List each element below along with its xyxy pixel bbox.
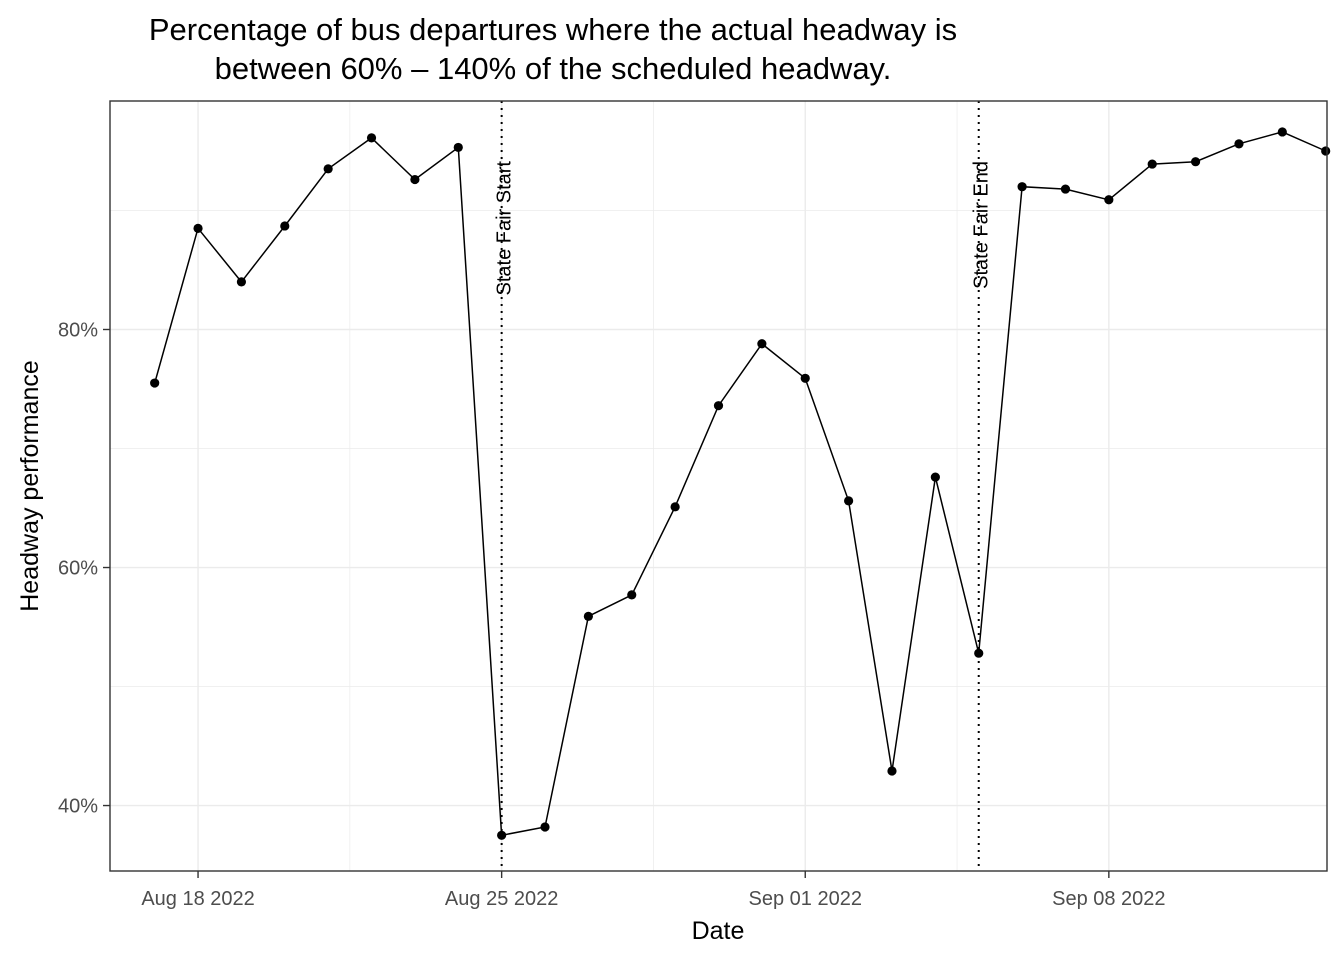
data-point-24 — [1190, 157, 1201, 167]
y-axis-title: Headway performance — [16, 360, 44, 612]
data-point-19 — [974, 648, 984, 658]
data-point-6 — [410, 174, 420, 185]
x-tick-label-0: Aug 18 2022 — [141, 888, 254, 910]
data-point-7 — [453, 142, 463, 153]
data-point-3 — [280, 221, 290, 231]
x-tick-label-3: Sep 08 2022 — [1052, 888, 1165, 910]
chart-title-line-2: between 60% – 140% of the scheduled head… — [215, 51, 892, 86]
data-point-17 — [887, 766, 897, 776]
data-point-26 — [1277, 127, 1287, 137]
data-point-5 — [366, 133, 377, 143]
data-point-9 — [540, 822, 550, 832]
data-point-22 — [1104, 195, 1114, 205]
data-point-13 — [713, 401, 724, 411]
data-point-10 — [583, 611, 593, 621]
chart-title-line-1: Percentage of bus departures where the a… — [149, 12, 957, 47]
annotation-label-1: State Fair End — [971, 161, 993, 289]
data-point-14 — [757, 339, 767, 349]
data-point-16 — [844, 496, 854, 506]
data-point-2 — [236, 277, 247, 287]
series-line — [153, 131, 1327, 837]
annotations: State Fair Start State Fair End — [494, 101, 993, 871]
data-point-11 — [627, 590, 637, 600]
data-point-23 — [1147, 159, 1157, 169]
data-point-25 — [1234, 139, 1244, 149]
plot-panel-border — [109, 100, 1328, 872]
annotation-label-0: State Fair Start — [494, 161, 516, 296]
data-point-18 — [930, 472, 940, 482]
data-point-1 — [193, 223, 203, 233]
data-point-27 — [1321, 146, 1331, 156]
axes: Aug 18 2022 Aug 25 2022 Sep 01 2022 Sep 08 … — [58, 320, 1166, 910]
data-point-15 — [800, 373, 810, 383]
data-point-8 — [497, 830, 507, 840]
x-tick-label-2: Sep 01 2022 — [749, 888, 862, 910]
y-tick-label-0: 40% — [58, 796, 98, 818]
y-tick-label-2: 80% — [58, 320, 98, 342]
data-point-12 — [670, 502, 680, 512]
grid — [110, 101, 1327, 871]
x-axis-title: Date — [692, 917, 745, 945]
data-point-21 — [1060, 184, 1071, 194]
data-point-0 — [150, 378, 160, 388]
series-headway-performance — [150, 127, 1331, 840]
data-point-4 — [323, 164, 333, 174]
data-point-20 — [1017, 182, 1027, 192]
x-tick-label-1: Aug 25 2022 — [445, 888, 558, 910]
y-tick-label-1: 60% — [58, 558, 98, 580]
